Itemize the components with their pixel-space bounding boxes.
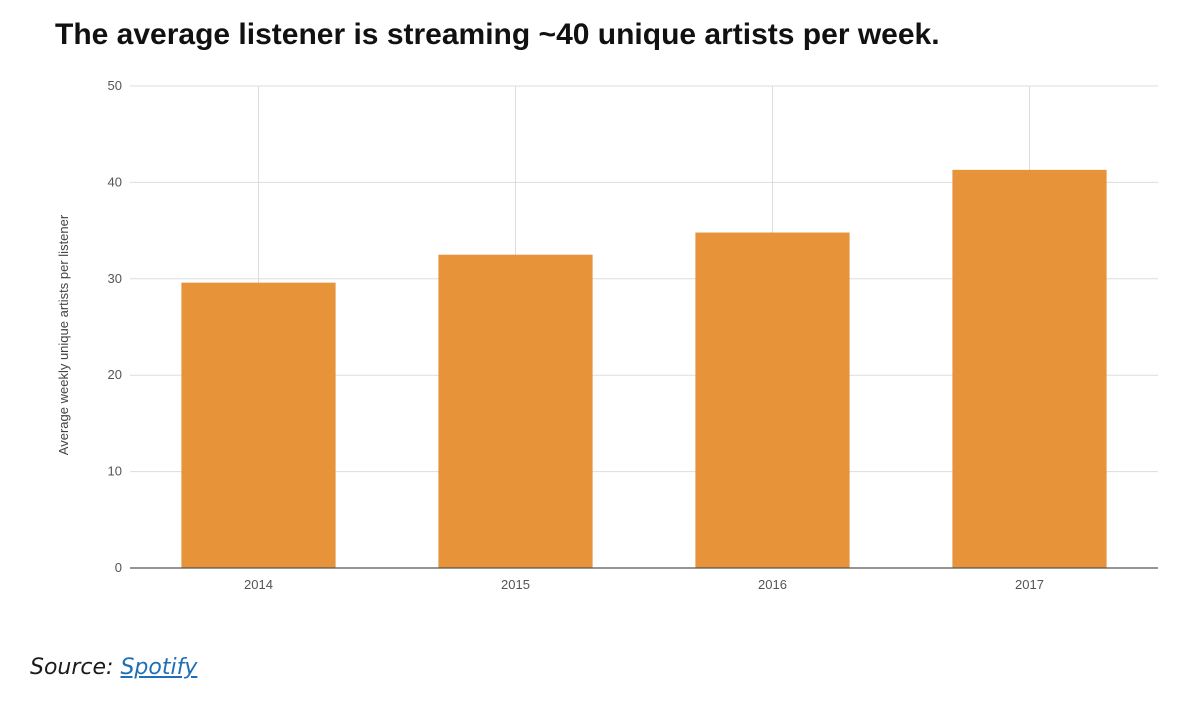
y-tick-label: 20 — [108, 367, 122, 382]
x-tick-label: 2015 — [501, 577, 530, 592]
x-tick-label: 2017 — [1015, 577, 1044, 592]
bar-chart: 0 10 20 30 40 50 2014 2015 2016 2017 Average week… — [56, 78, 1158, 592]
chart-title: The average listener is streaming ~40 un… — [55, 18, 940, 51]
y-tick-label: 0 — [115, 560, 122, 575]
x-tick-label: 2014 — [244, 577, 273, 592]
y-tick-label: 30 — [108, 271, 122, 286]
bar-2015 — [438, 254, 593, 568]
y-tick-label: 40 — [108, 174, 122, 189]
bar-2017 — [952, 169, 1107, 569]
bar-2014 — [181, 282, 336, 568]
x-tick-label: 2016 — [758, 577, 787, 592]
source-link[interactable]: Spotify — [120, 655, 198, 680]
axis-layer: 0 10 20 30 40 50 2014 2015 2016 2017 — [108, 78, 1158, 592]
source-label: Source: — [30, 655, 114, 680]
bars-layer — [181, 169, 1107, 569]
y-tick-label: 50 — [108, 78, 122, 93]
y-axis-title: Average weekly unique artists per listen… — [56, 214, 71, 455]
source-line: Source: Spotify — [30, 655, 197, 680]
bar-2016 — [695, 232, 850, 568]
y-tick-label: 10 — [108, 464, 122, 479]
